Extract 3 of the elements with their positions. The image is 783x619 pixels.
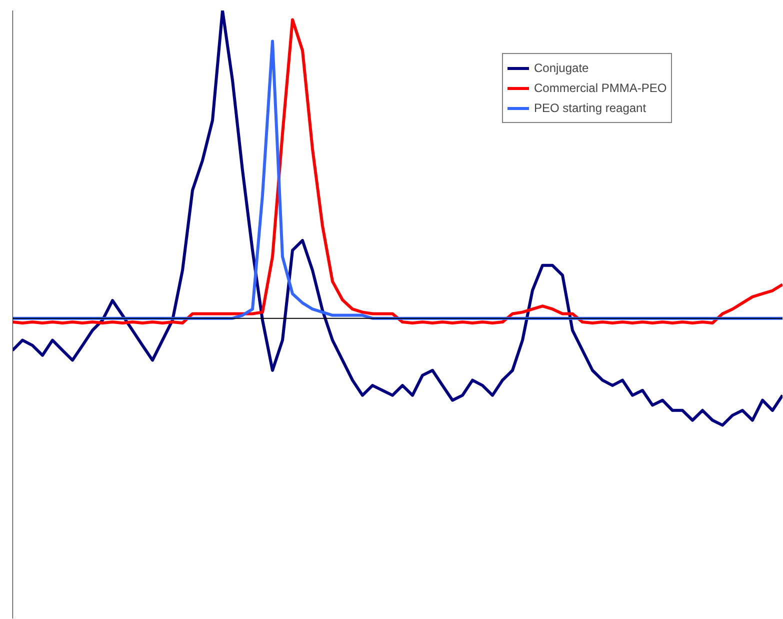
legend-label: PEO starting reagant xyxy=(534,101,646,115)
legend-label: Conjugate xyxy=(534,61,589,75)
legend-label: Commercial PMMA-PEO xyxy=(534,81,667,95)
